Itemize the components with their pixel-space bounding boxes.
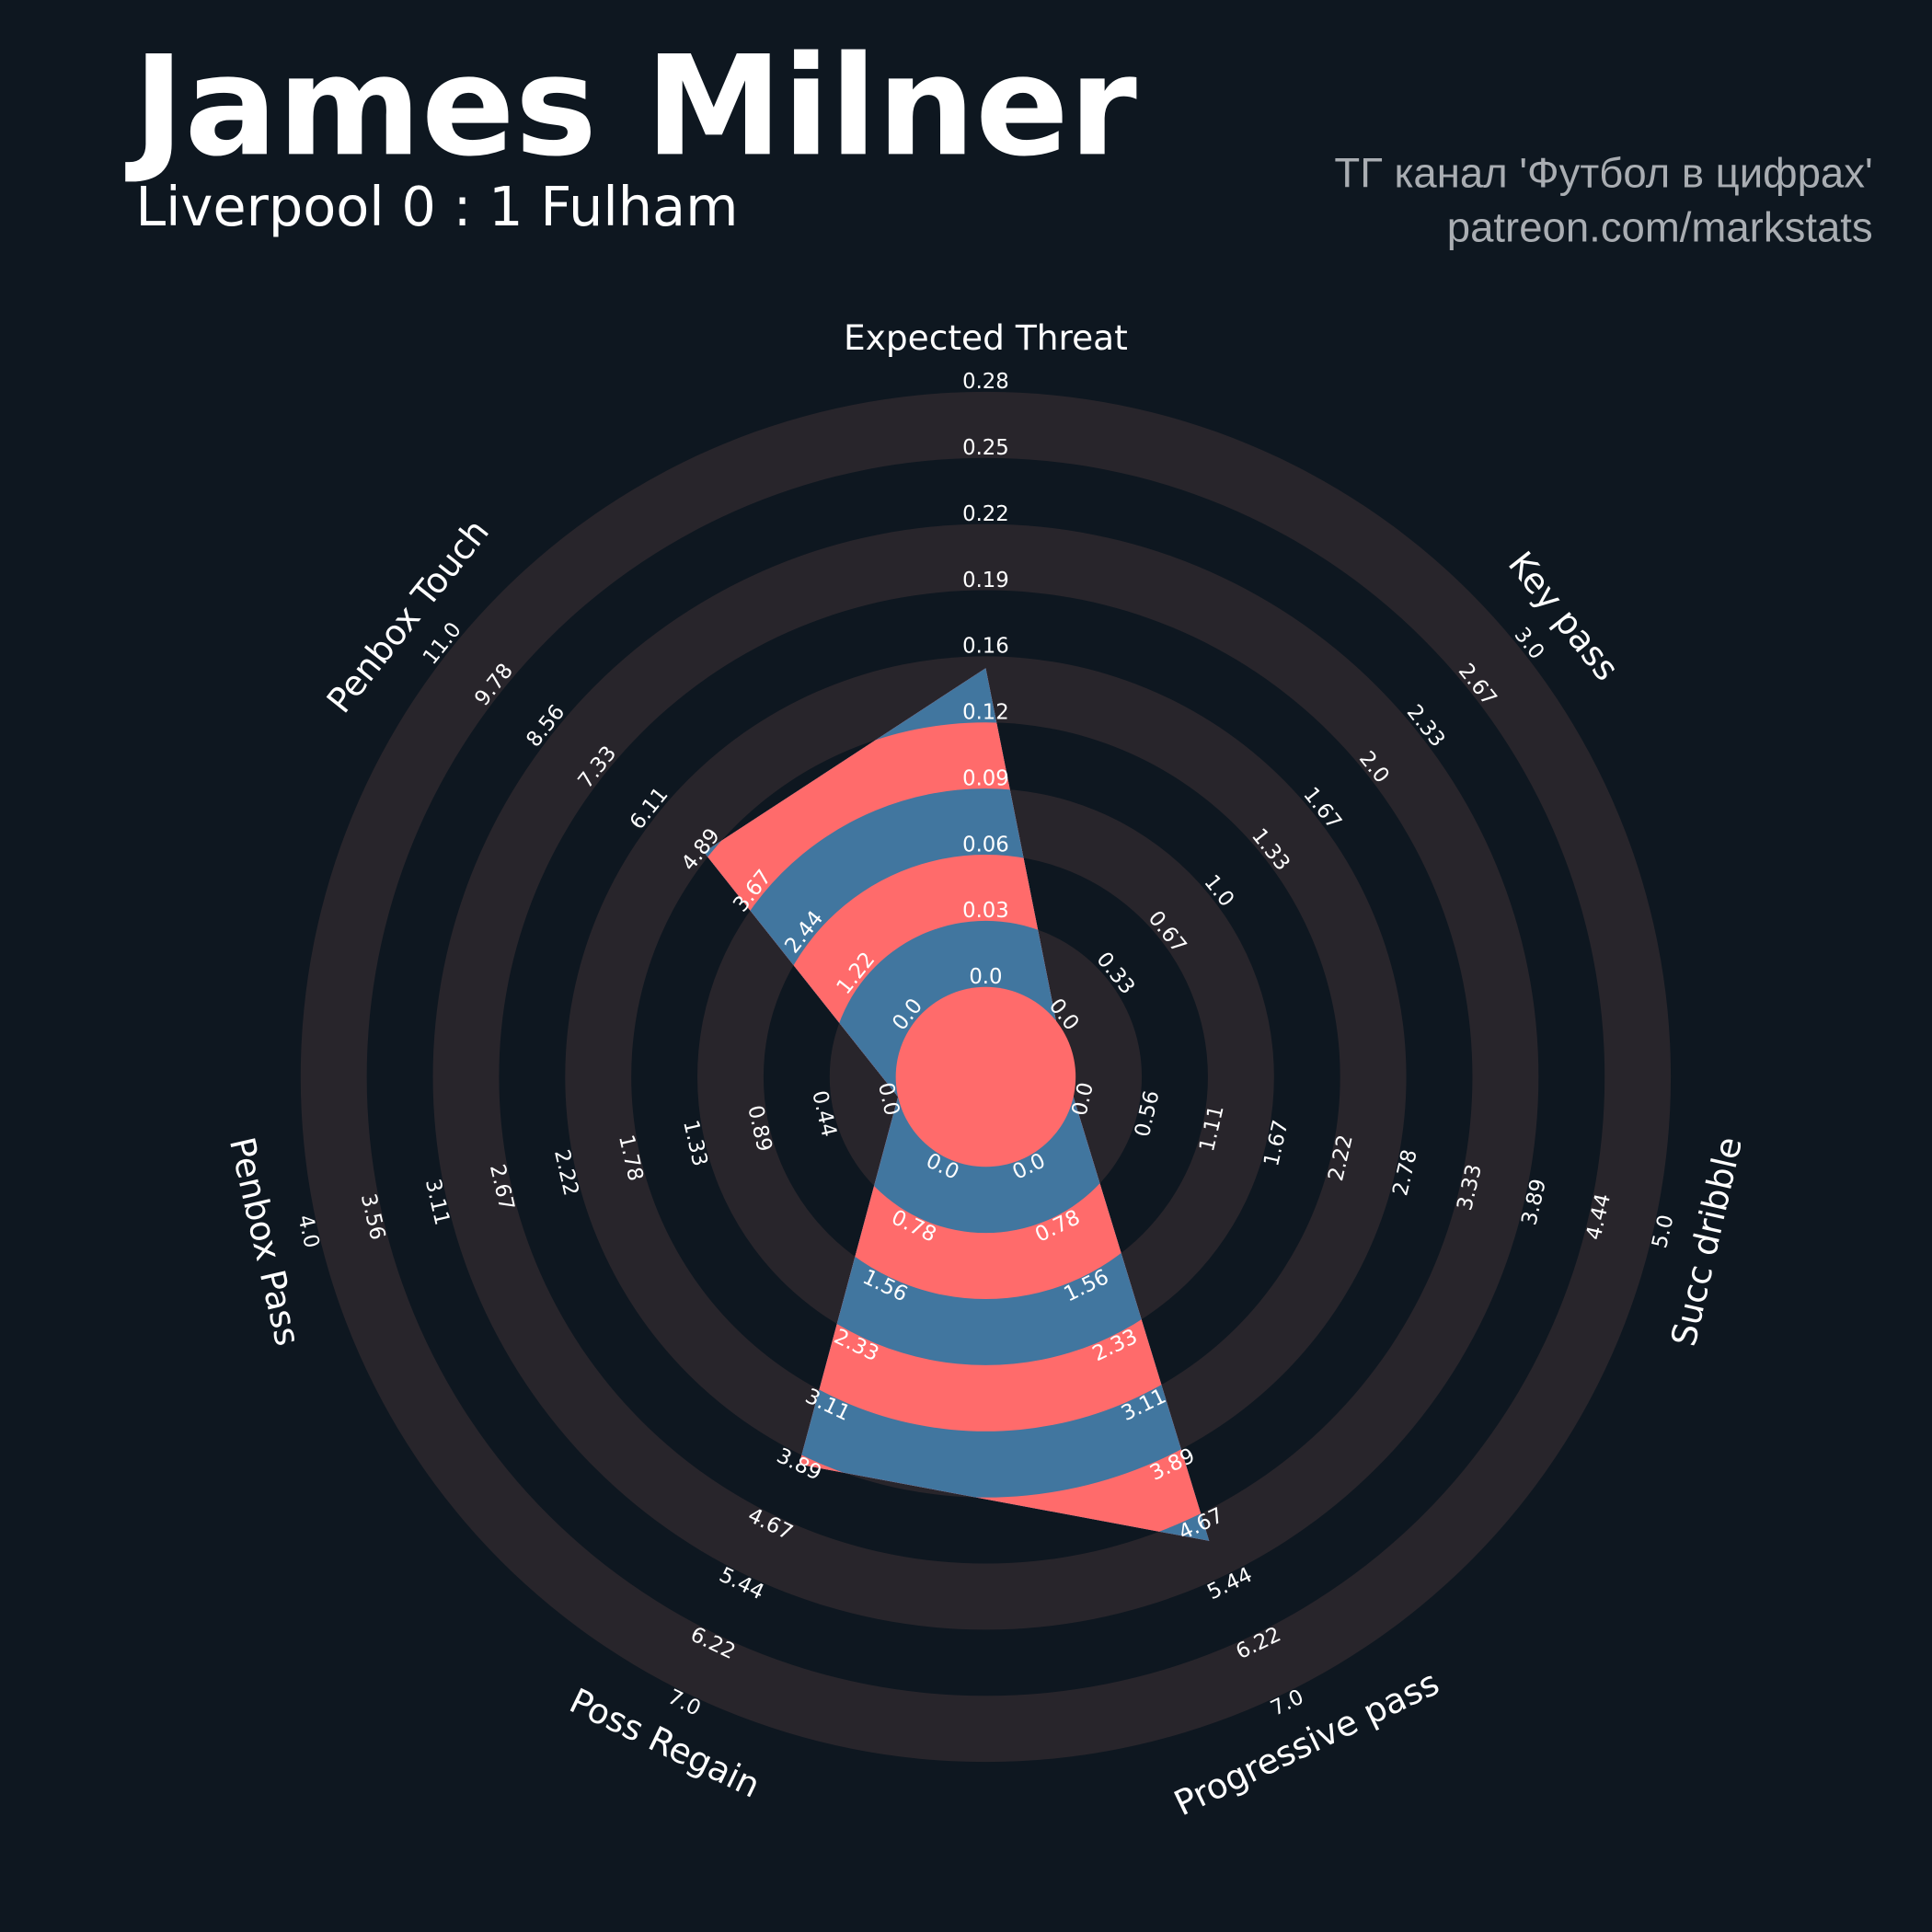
tick-label: 0.25: [962, 436, 1009, 460]
center-circle: [895, 986, 1076, 1167]
tick-labels: 0.00.030.060.090.120.160.190.220.250.280…: [293, 370, 1678, 1720]
tick-label: 0.28: [962, 370, 1009, 394]
tick-label: 0.12: [962, 701, 1009, 725]
credit-patreon: patreon.com/markstats: [1447, 204, 1873, 251]
credit-channel: ТГ канал 'Футбол в цифрах': [1334, 150, 1872, 197]
match-subtitle: Liverpool 0 : 1 Fulham: [135, 175, 738, 238]
tick-label: 0.09: [962, 766, 1009, 790]
tick-label: 0.06: [962, 833, 1009, 857]
player-title: James Milner: [125, 27, 1137, 187]
tick-label: 0.03: [962, 899, 1009, 923]
tick-label: 0.0: [969, 965, 1002, 989]
tick-label: 0.19: [962, 569, 1009, 592]
tick-label: 0.22: [962, 502, 1009, 526]
param-label: Expected Threat: [844, 317, 1128, 358]
center-disc: [895, 986, 1076, 1167]
tick-label: 0.16: [962, 635, 1009, 659]
